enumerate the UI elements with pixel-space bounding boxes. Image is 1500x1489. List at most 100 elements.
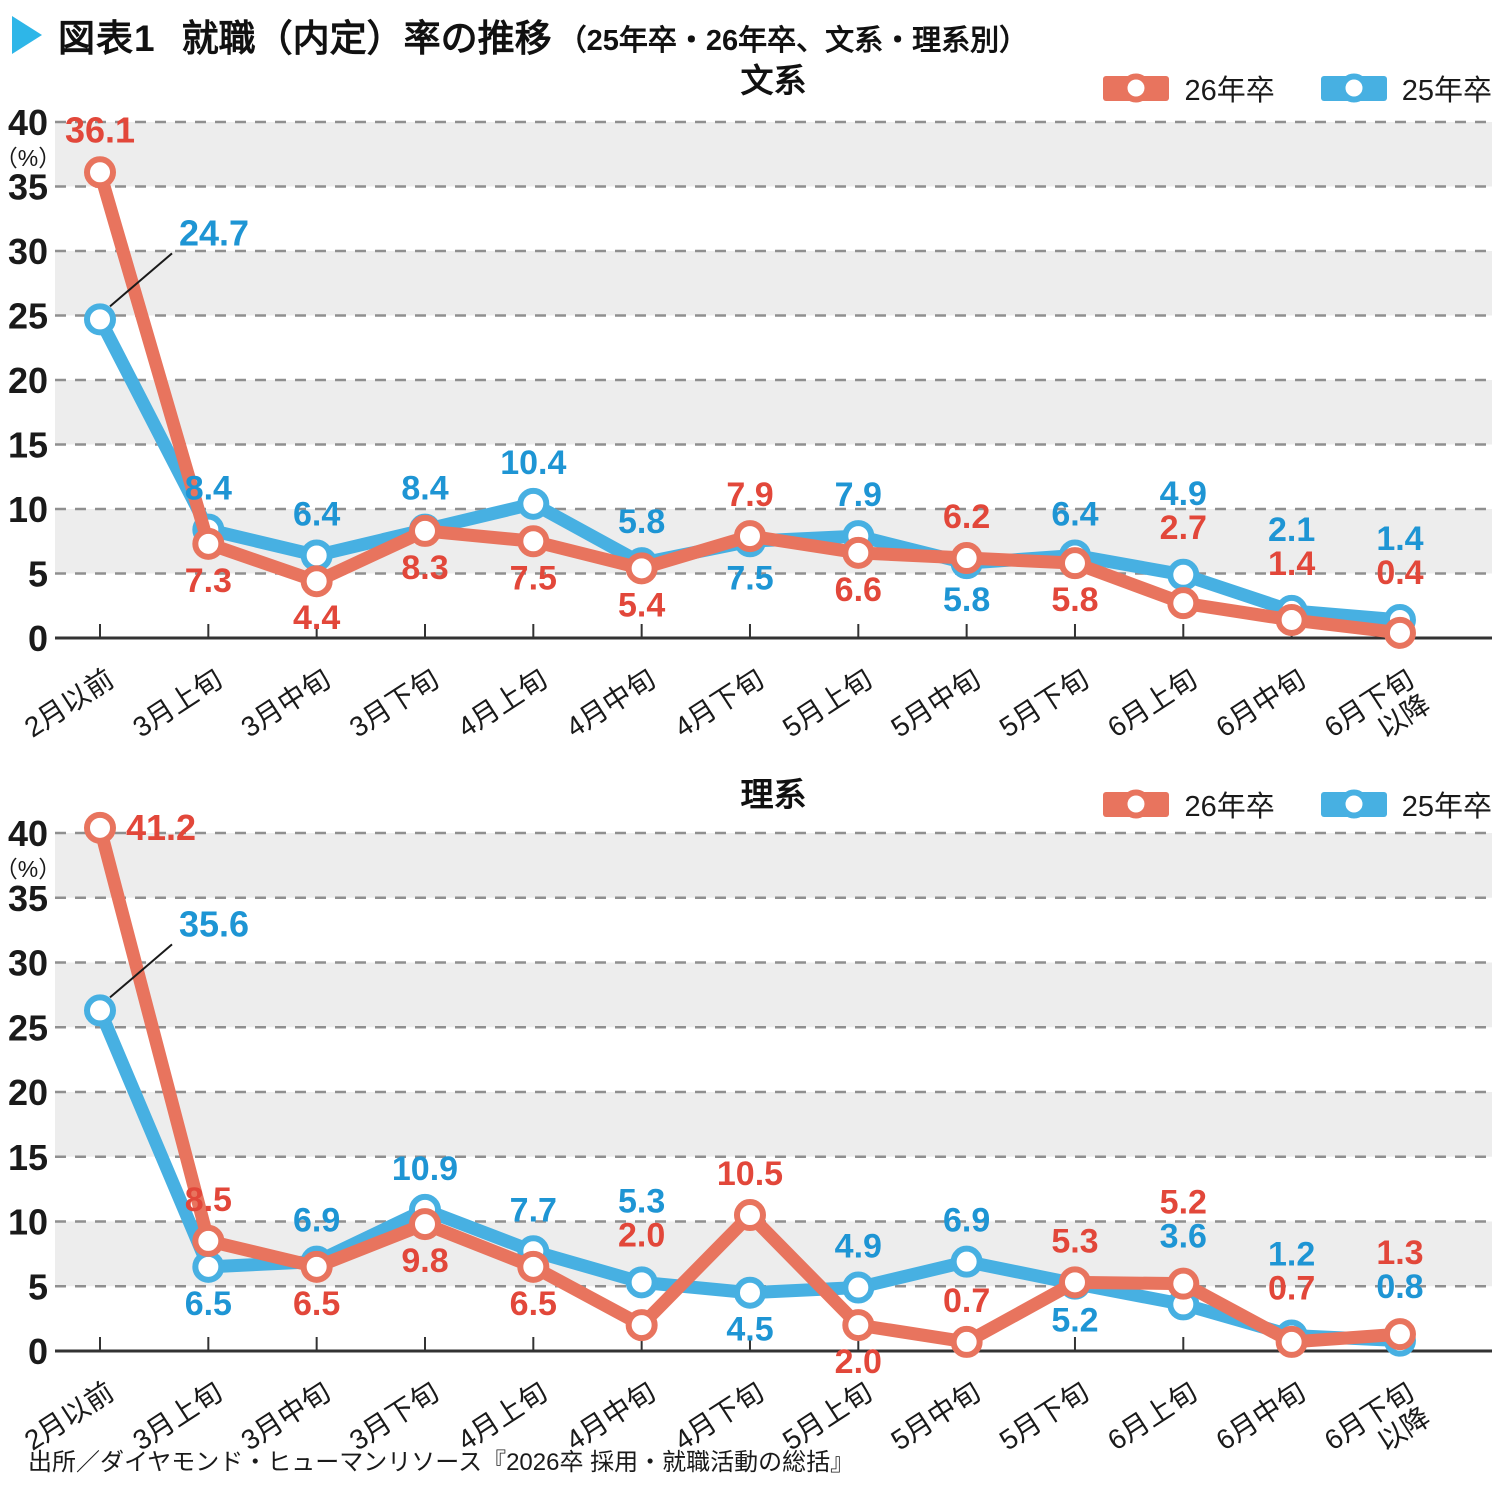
data-label: 35.6 xyxy=(179,903,249,944)
data-point-marker xyxy=(192,1224,225,1257)
legend-dot-icon xyxy=(1121,73,1151,103)
arrow-icon xyxy=(12,16,42,54)
data-label: 4.9 xyxy=(1160,475,1207,513)
data-label: 6.5 xyxy=(510,1285,557,1323)
chart-title-bunkei: 文系 xyxy=(740,62,807,99)
data-label: 6.2 xyxy=(943,498,990,536)
y-axis-label: 35 xyxy=(8,878,48,919)
data-point-marker xyxy=(950,1325,983,1358)
data-label: 6.5 xyxy=(293,1285,340,1323)
y-axis-label: 40 xyxy=(8,102,48,143)
legend-dot-icon xyxy=(1121,789,1151,819)
legend-item-25: 25年卒 xyxy=(1320,783,1492,825)
data-label: 7.3 xyxy=(185,562,232,600)
data-point-marker xyxy=(300,565,333,598)
data-label: 7.9 xyxy=(726,476,773,514)
data-label: 2.7 xyxy=(1160,509,1207,547)
x-axis-label: 6月下旬以降 xyxy=(1319,1376,1436,1481)
x-axis-label: 3月上旬 xyxy=(127,663,227,743)
data-label: 6.4 xyxy=(293,495,340,533)
plot-band xyxy=(55,833,1492,898)
y-axis-label: 20 xyxy=(8,360,48,401)
data-point-marker xyxy=(733,1276,766,1309)
data-label: 5.2 xyxy=(1160,1184,1207,1222)
legend-marker-25-icon xyxy=(1320,73,1387,103)
data-label: 1.4 xyxy=(1268,545,1315,583)
data-label: 10.4 xyxy=(500,444,566,482)
data-point-marker xyxy=(84,811,116,844)
x-axis-label: 5月下旬 xyxy=(994,663,1094,743)
data-point-marker xyxy=(517,487,550,520)
data-point-marker xyxy=(1058,1266,1091,1299)
y-axis-label: 40 xyxy=(8,813,48,854)
data-label: 0.7 xyxy=(1268,1269,1315,1307)
figure-header: 図表1 就職（内定）率の推移 （25年卒・26年卒、文系・理系別） xyxy=(12,8,1028,62)
legend-label-26: 26年卒 xyxy=(1184,75,1275,107)
data-point-marker xyxy=(733,520,766,553)
x-axis-label: 4月上旬 xyxy=(452,663,552,743)
x-axis-label: 3月下旬 xyxy=(344,663,444,743)
data-point-marker xyxy=(192,1250,225,1283)
data-label: 8.3 xyxy=(401,549,448,587)
data-label: 9.8 xyxy=(401,1242,448,1280)
data-label: 5.2 xyxy=(1051,1302,1098,1340)
data-point-marker xyxy=(842,1271,875,1304)
y-axis-unit: （%） xyxy=(0,145,61,171)
legend-rikei: 26年卒 25年卒 xyxy=(1103,783,1492,825)
y-axis-label: 30 xyxy=(8,231,48,272)
y-axis-label: 25 xyxy=(8,296,48,337)
legend-marker-26-icon xyxy=(1103,789,1170,819)
x-axis-label: 6月下旬以降 xyxy=(1319,663,1436,768)
plot-band xyxy=(55,1092,1492,1157)
data-point-marker xyxy=(300,1250,333,1283)
data-point-marker xyxy=(625,552,658,585)
plot-band xyxy=(55,251,1492,316)
y-axis-label: 5 xyxy=(28,1266,48,1307)
data-label: 1.3 xyxy=(1376,1234,1423,1272)
x-axis-label: 6月上旬 xyxy=(1102,1376,1202,1456)
data-point-marker xyxy=(1383,1318,1416,1351)
x-axis-label: 6月中旬 xyxy=(1211,663,1311,743)
legend-item-26: 26年卒 xyxy=(1103,67,1275,109)
legend-label-26: 26年卒 xyxy=(1184,791,1275,823)
y-axis-label: 20 xyxy=(8,1072,48,1113)
data-point-marker xyxy=(1058,547,1091,580)
legend-dot-icon xyxy=(1339,789,1369,819)
x-axis-label: 5月上旬 xyxy=(777,663,877,743)
data-label: 2.0 xyxy=(835,1343,882,1381)
callout-line xyxy=(109,943,173,999)
data-label: 3.6 xyxy=(1160,1218,1207,1256)
data-point-marker xyxy=(84,156,116,189)
data-point-marker xyxy=(625,1309,658,1342)
data-point-marker xyxy=(842,536,875,569)
data-label: 0.8 xyxy=(1376,1268,1423,1306)
data-point-marker xyxy=(1167,1267,1200,1300)
data-label: 6.6 xyxy=(835,571,882,609)
data-label: 24.7 xyxy=(179,212,249,253)
legend-bunkei: 26年卒 25年卒 xyxy=(1103,67,1492,109)
data-label: 6.9 xyxy=(293,1202,340,1240)
y-axis-label: 15 xyxy=(8,1137,48,1178)
data-point-marker xyxy=(1275,1325,1308,1358)
data-label: 5.3 xyxy=(618,1182,665,1220)
x-axis-label: 6月上旬 xyxy=(1102,663,1202,743)
x-axis-label: 3月中旬 xyxy=(236,663,336,743)
y-axis-label: 5 xyxy=(28,554,48,595)
data-label: 6.9 xyxy=(943,1202,990,1240)
data-label: 41.2 xyxy=(126,807,196,848)
plot-band xyxy=(55,962,1492,1028)
plot-band xyxy=(55,122,1492,187)
legend-item-25: 25年卒 xyxy=(1320,67,1492,109)
legend-label-25: 25年卒 xyxy=(1401,75,1492,107)
y-axis-label: 10 xyxy=(8,1202,48,1243)
data-label: 10.9 xyxy=(392,1150,458,1188)
data-label: 7.5 xyxy=(726,559,773,597)
legend-label-25: 25年卒 xyxy=(1401,791,1492,823)
legend-marker-26-icon xyxy=(1103,73,1170,103)
x-axis-label: 2月以前 xyxy=(19,663,119,743)
page-title-note: （25年卒・26年卒、文系・理系別） xyxy=(557,25,1029,57)
data-label: 7.9 xyxy=(835,476,882,514)
data-label: 2.1 xyxy=(1268,511,1315,549)
data-label: 0.7 xyxy=(943,1282,990,1320)
